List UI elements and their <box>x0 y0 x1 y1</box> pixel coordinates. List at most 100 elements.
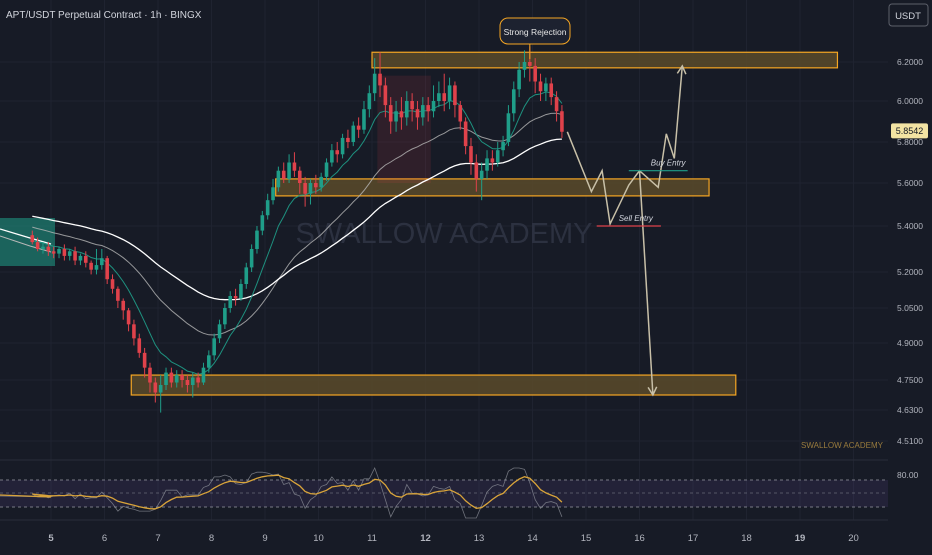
moving-averages <box>0 91 563 375</box>
candle-body-47 <box>281 170 286 179</box>
candle-body-70 <box>404 101 409 118</box>
candle-body-22 <box>148 367 152 383</box>
price-label-4: 5.4000 <box>897 221 923 231</box>
candle-body-49 <box>292 162 297 171</box>
candle-body-34 <box>212 338 216 356</box>
candle-body-57 <box>335 150 340 155</box>
current-price-tag: 5.8542 <box>891 123 928 139</box>
candle-body-45 <box>271 187 275 201</box>
time-label-0: 5 <box>48 533 54 544</box>
candle-body-62 <box>362 109 366 130</box>
price-label-1: 6.0000 <box>897 96 923 106</box>
candle-body-1 <box>35 242 40 249</box>
candle-body-87 <box>495 150 500 163</box>
time-axis: 5 6 7 8 9 10 11 12 13 14 15 16 17 18 19 20 <box>48 533 858 544</box>
candle-body-20 <box>137 338 142 353</box>
candle-body-19 <box>132 324 136 339</box>
candle-body-63 <box>367 93 372 110</box>
candle-body-12 <box>94 265 99 270</box>
candle-body-69 <box>399 111 404 118</box>
candle-body-30 <box>190 377 195 385</box>
time-label-1: 6 <box>102 533 107 544</box>
current-price-bg <box>891 123 928 139</box>
candle-body-93 <box>528 62 532 66</box>
candle-body-88 <box>501 142 505 151</box>
candle-body-25 <box>164 372 168 385</box>
candle-body-56 <box>330 150 334 163</box>
chart-title: APT/USDT Perpetual Contract · 1h · BINGX <box>6 10 202 21</box>
candle-body-73 <box>421 105 425 118</box>
price-label-9: 4.6300 <box>897 405 923 415</box>
candle-body-54 <box>319 176 323 188</box>
candlestick-series <box>30 46 564 413</box>
candle-body-29 <box>185 380 190 385</box>
candle-body-61 <box>356 125 361 130</box>
candle-body-10 <box>83 255 88 263</box>
candle-body-28 <box>180 375 184 380</box>
candle-body-26 <box>169 372 174 383</box>
candle-body-60 <box>351 125 356 142</box>
candle-body-98 <box>554 97 559 112</box>
support-resistance-zones <box>0 51 839 396</box>
time-label-12: 17 <box>688 533 699 544</box>
candle-body-21 <box>142 352 147 368</box>
zone-2 <box>130 374 737 396</box>
currency-label[interactable]: USDT <box>895 11 921 22</box>
watermark-small: SWALLOW ACADEMY <box>801 441 884 450</box>
current-price-value: 5.8542 <box>896 126 924 136</box>
entry-lines: Buy Entry Sell Entry <box>596 159 688 227</box>
candle-body-31 <box>196 377 200 383</box>
candle-body-13 <box>100 258 104 266</box>
rejection-label: Strong Rejection <box>504 27 567 37</box>
candle-body-0 <box>30 235 35 243</box>
price-axis-bg <box>888 0 932 550</box>
ma-mid <box>32 112 563 336</box>
candle-body-39 <box>239 284 243 299</box>
time-label-14: 19 <box>795 533 806 544</box>
time-label-5: 10 <box>313 533 324 544</box>
time-label-15: 20 <box>848 533 859 544</box>
candle-body-6 <box>62 249 67 256</box>
grid-lines <box>0 0 888 520</box>
time-label-10: 15 <box>581 533 592 544</box>
ma-mid-lead <box>0 235 52 253</box>
rsi-pane <box>0 466 888 519</box>
candle-body-44 <box>265 200 270 216</box>
candle-body-91 <box>517 69 521 90</box>
candle-body-23 <box>153 382 158 393</box>
candle-body-74 <box>426 105 430 112</box>
price-label-3: 5.6000 <box>897 178 923 188</box>
candle-body-94 <box>533 65 537 82</box>
time-label-7: 12 <box>420 533 431 544</box>
price-label-8: 4.7500 <box>897 375 923 385</box>
candle-body-83 <box>474 162 479 179</box>
currency-button[interactable]: USDT <box>888 3 929 27</box>
candle-body-41 <box>249 249 254 268</box>
candle-body-15 <box>110 279 115 289</box>
candle-body-53 <box>314 183 318 188</box>
zone-1 <box>275 178 710 197</box>
candle-body-38 <box>233 296 238 299</box>
currency-button-frame[interactable] <box>888 3 929 27</box>
candle-body-43 <box>260 215 265 231</box>
candle-body-67 <box>388 105 393 122</box>
candle-body-97 <box>549 83 554 98</box>
candle-body-95 <box>538 81 543 92</box>
candle-body-90 <box>511 89 516 114</box>
candle-body-27 <box>174 375 179 383</box>
candle-body-48 <box>287 162 291 179</box>
candle-body-85 <box>485 158 489 171</box>
candle-body-66 <box>383 85 388 106</box>
candle-body-7 <box>67 251 72 256</box>
candle-body-55 <box>324 162 329 177</box>
candle-body-2 <box>41 246 45 249</box>
candle-body-32 <box>201 367 206 383</box>
projection-arrow-1 <box>647 386 658 397</box>
candle-body-5 <box>57 249 61 254</box>
candle-body-59 <box>346 137 350 142</box>
candle-body-58 <box>340 137 345 155</box>
zone-0 <box>371 51 839 69</box>
time-label-11: 16 <box>634 533 645 544</box>
